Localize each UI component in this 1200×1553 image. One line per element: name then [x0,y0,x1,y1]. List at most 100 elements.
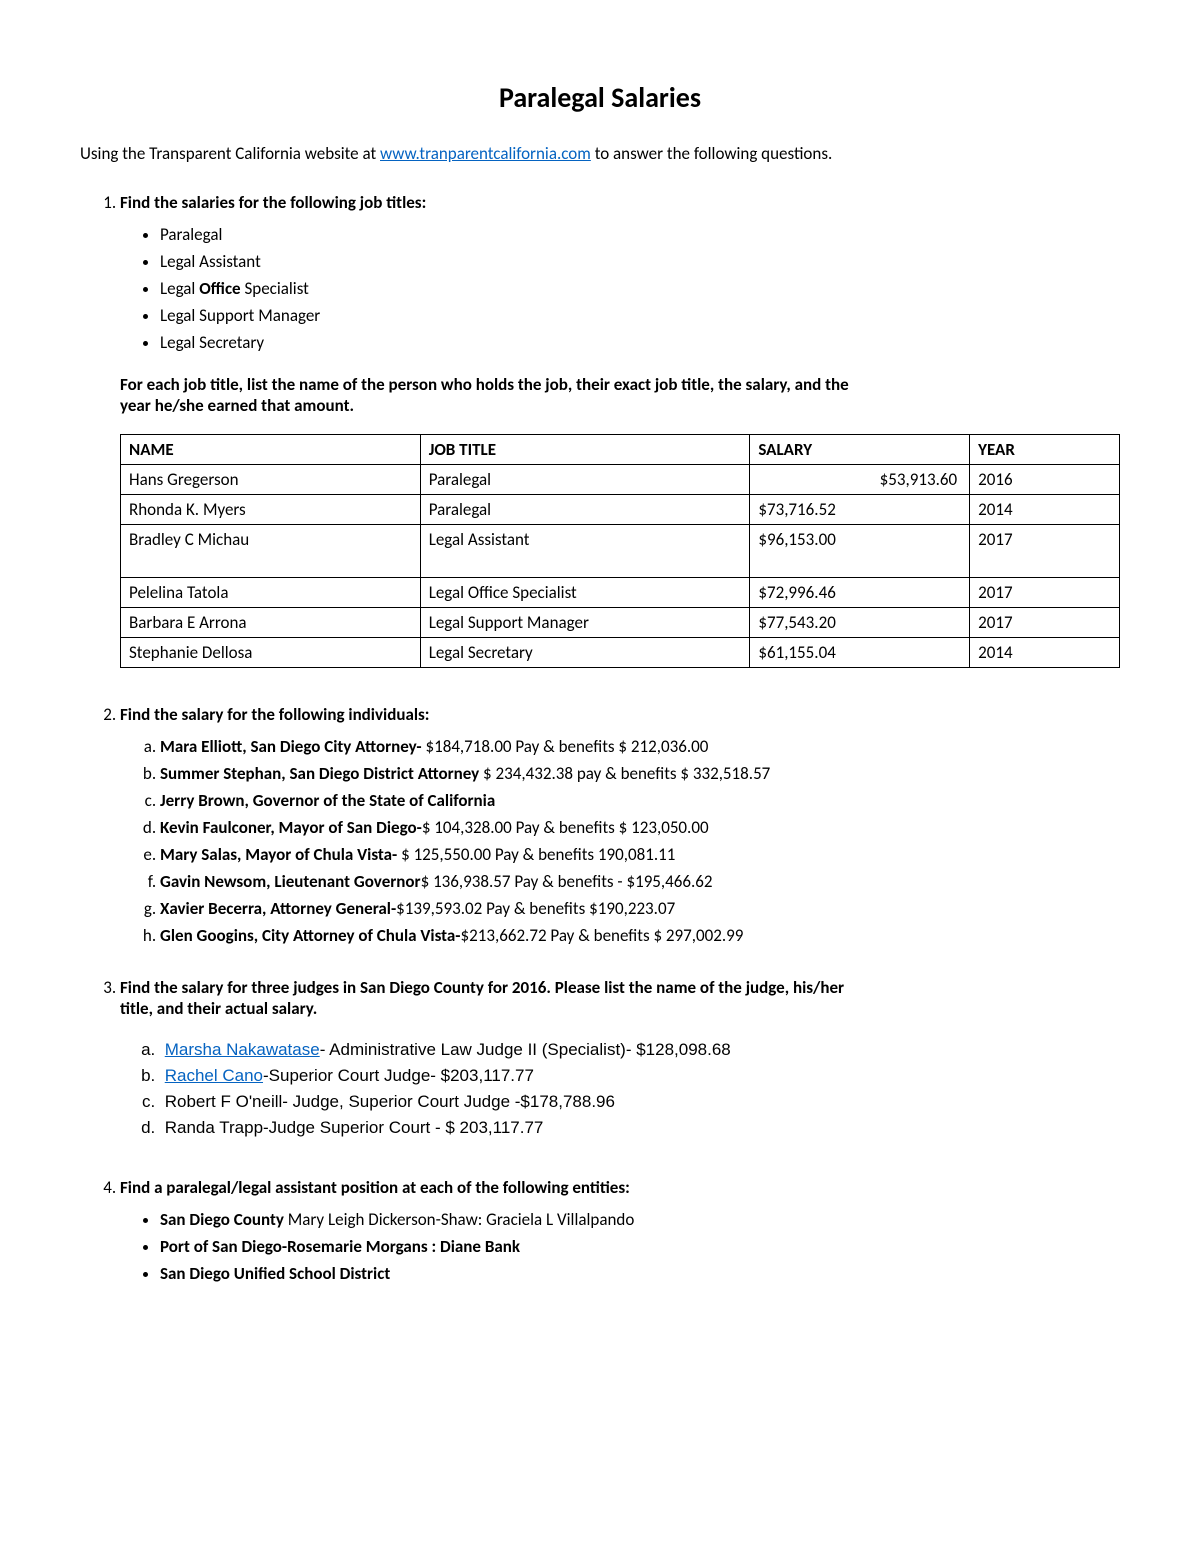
judge-link[interactable]: Marsha Nakawatase [165,1040,320,1059]
q4-bullet-list: San Diego County Mary Leigh Dickerson-Sh… [120,1206,1120,1287]
q2-rest: $ 136,938.57 Pay & benefits - $195,466.6… [421,871,713,892]
q4-item: Port of San Diego-Rosemarie Morgans : Di… [160,1233,1120,1260]
q2-item: Glen Googins, City Attorney of Chula Vis… [160,922,1120,949]
cell-year: 2017 [970,525,1120,578]
q1-bullet: Legal Secretary [160,329,1120,356]
table-header-row: NAME JOB TITLE SALARY YEAR [121,435,1120,465]
cell-year: 2017 [970,608,1120,638]
cell-name: Rhonda K. Myers [121,495,421,525]
q2-prompt: Find the salary for the following indivi… [120,704,430,725]
q2-bold: Summer Stephan, San Diego District Attor… [160,763,479,784]
q2-rest: $ 234,432.38 pay & benefits $ 332,518.57 [479,763,770,784]
q4-item: San Diego County Mary Leigh Dickerson-Sh… [160,1206,1120,1233]
question-3: Find the salary for three judges in San … [120,977,1120,1141]
cell-year: 2017 [970,578,1120,608]
q4-prompt: Find a paralegal/legal assistant positio… [120,1177,630,1198]
q1-bullet: Legal Assistant [160,248,1120,275]
q4-item: San Diego Unified School District [160,1260,1120,1287]
q3-prompt-line1: Find the salary for three judges in San … [120,977,844,998]
th-title: JOB TITLE [420,435,750,465]
q1-bold-word: Office [199,278,240,299]
q4-bold: Port of San Diego-Rosemarie Morgans : Di… [160,1236,520,1257]
q3-plain: Robert F O'neill- Judge, Superior Court … [165,1092,615,1111]
q2-item: Mary Salas, Mayor of Chula Vista- $ 125,… [160,841,1120,868]
cell-year: 2016 [970,465,1120,495]
q2-rest: $184,718.00 Pay & benefits $ 212,036.00 [422,736,709,757]
judge-link[interactable]: Rachel Cano [165,1066,263,1085]
q4-rest: Mary Leigh Dickerson-Shaw: Graciela L Vi… [284,1209,634,1230]
q2-item: Kevin Faulconer, Mayor of San Diego-$ 10… [160,814,1120,841]
q2-rest: $ 125,550.00 Pay & benefits 190,081.11 [397,844,675,865]
cell-name: Bradley C Michau [121,525,421,578]
cell-title: Legal Assistant [420,525,750,578]
q3-plain: Randa Trapp-Judge Superior Court - $ 203… [165,1118,544,1137]
q1-job-title-list: Paralegal Legal Assistant Legal Office S… [120,221,1120,356]
q1-bullet: Paralegal [160,221,1120,248]
q2-bold: Jerry Brown, Governor of the State of Ca… [160,790,495,811]
q2-item: Jerry Brown, Governor of the State of Ca… [160,787,1120,814]
cell-title: Legal Support Manager [420,608,750,638]
th-salary: SALARY [750,435,970,465]
q4-bold: San Diego County [160,1209,284,1230]
cell-salary: $72,996.46 [750,578,970,608]
q3-item: Marsha Nakawatase- Administrative Law Ju… [160,1037,1120,1063]
cell-title: Paralegal [420,495,750,525]
q3-item: Robert F O'neill- Judge, Superior Court … [160,1089,1120,1115]
q2-item: Mara Elliott, San Diego City Attorney- $… [160,733,1120,760]
q1-instruction-line2: year he/she earned that amount. [120,395,354,416]
th-year: YEAR [970,435,1120,465]
intro-prefix: Using the Transparent California website… [80,143,380,164]
q1-prompt: Find the salaries for the following job … [120,192,426,213]
cell-salary: $77,543.20 [750,608,970,638]
q3-rest: -Superior Court Judge- $203,117.77 [263,1066,534,1085]
cell-title: Legal Secretary [420,638,750,668]
q2-rest: $ 104,328.00 Pay & benefits $ 123,050.00 [422,817,709,838]
q2-bold: Kevin Faulconer, Mayor of San Diego- [160,817,422,838]
cell-name: Pelelina Tatola [121,578,421,608]
intro-link[interactable]: www.tranparentcalifornia.com [380,143,591,164]
q2-rest: $213,662.72 Pay & benefits $ 297,002.99 [461,925,744,946]
q2-alpha-list: Mara Elliott, San Diego City Attorney- $… [120,733,1120,949]
q2-bold: Glen Googins, City Attorney of Chula Vis… [160,925,461,946]
cell-salary: $53,913.60 [750,465,970,495]
main-ordered-list: Find the salaries for the following job … [80,192,1120,1287]
q4-bold: San Diego Unified School District [160,1263,390,1284]
question-2: Find the salary for the following indivi… [120,704,1120,949]
salary-table: NAME JOB TITLE SALARY YEAR Hans Gregerso… [120,434,1120,668]
table-row: Pelelina Tatola Legal Office Specialist … [121,578,1120,608]
q2-bold: Xavier Becerra, Attorney General- [160,898,396,919]
q3-item: Randa Trapp-Judge Superior Court - $ 203… [160,1115,1120,1141]
cell-year: 2014 [970,638,1120,668]
document-page: Paralegal Salaries Using the Transparent… [0,0,1200,1553]
q3-rest: - Administrative Law Judge II (Specialis… [320,1040,731,1059]
cell-title: Paralegal [420,465,750,495]
cell-title: Legal Office Specialist [420,578,750,608]
q2-item: Xavier Becerra, Attorney General-$139,59… [160,895,1120,922]
table-row: Barbara E Arrona Legal Support Manager $… [121,608,1120,638]
cell-name: Stephanie Dellosa [121,638,421,668]
table-row: Hans Gregerson Paralegal $53,913.60 2016 [121,465,1120,495]
question-4: Find a paralegal/legal assistant positio… [120,1177,1120,1287]
q1-bullet: Legal Office Specialist [160,275,1120,302]
cell-salary: $61,155.04 [750,638,970,668]
q2-item: Gavin Newsom, Lieutenant Governor$ 136,9… [160,868,1120,895]
intro-paragraph: Using the Transparent California website… [80,143,1120,164]
cell-name: Barbara E Arrona [121,608,421,638]
cell-year: 2014 [970,495,1120,525]
th-name: NAME [121,435,421,465]
q1-instruction: For each job title, list the name of the… [120,374,1120,416]
question-1: Find the salaries for the following job … [120,192,1120,668]
q1-bullet: Legal Support Manager [160,302,1120,329]
table-row: Bradley C Michau Legal Assistant $96,153… [121,525,1120,578]
cell-salary: $73,716.52 [750,495,970,525]
q2-bold: Gavin Newsom, Lieutenant Governor [160,871,421,892]
intro-suffix: to answer the following questions. [591,143,832,164]
q2-bold: Mara Elliott, San Diego City Attorney- [160,736,422,757]
q3-prompt: Find the salary for three judges in San … [120,977,844,1019]
q3-prompt-line2: title, and their actual salary. [120,998,317,1019]
table-body: Hans Gregerson Paralegal $53,913.60 2016… [121,465,1120,668]
cell-name: Hans Gregerson [121,465,421,495]
table-row: Stephanie Dellosa Legal Secretary $61,15… [121,638,1120,668]
q3-alpha-list: Marsha Nakawatase- Administrative Law Ju… [120,1037,1120,1141]
table-row: Rhonda K. Myers Paralegal $73,716.52 201… [121,495,1120,525]
